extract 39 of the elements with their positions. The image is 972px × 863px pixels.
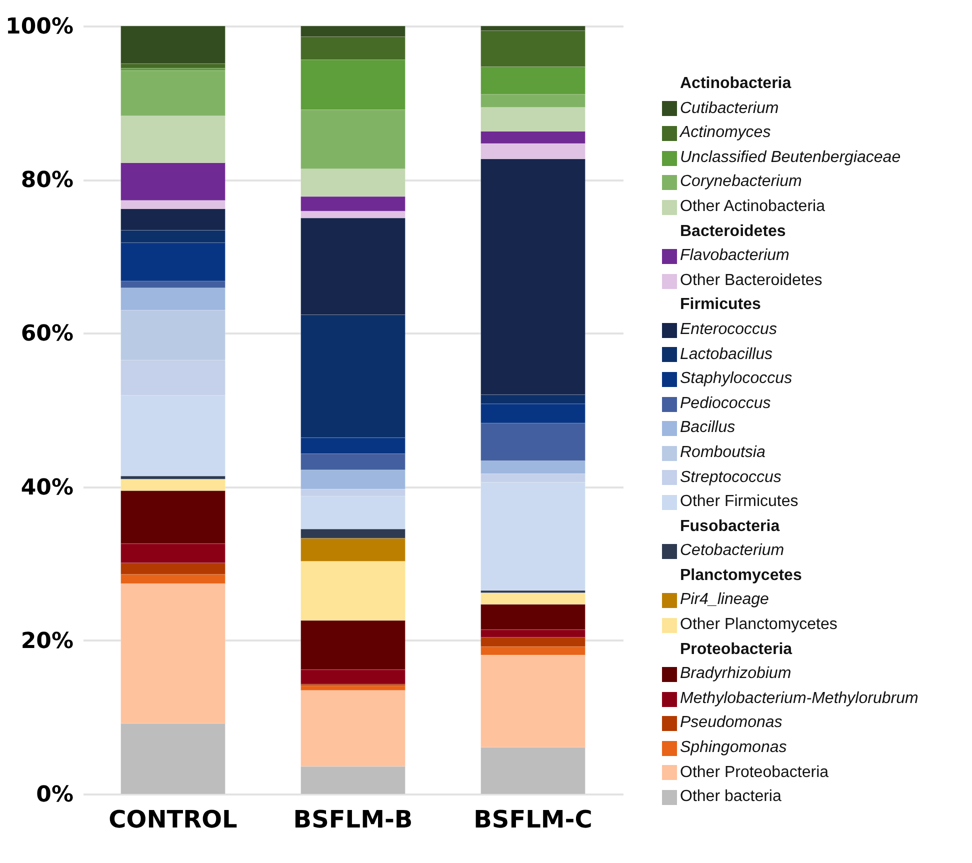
legend-label: Flavobacterium xyxy=(680,246,790,266)
y-tick-label: 60% xyxy=(20,322,74,347)
legend-label: Staphylococcus xyxy=(680,369,792,390)
legend-label: Pseudomonas xyxy=(680,713,782,734)
legend-label: Other Firmicutes xyxy=(680,492,798,512)
legend-label: Other Bacteroidetes xyxy=(680,270,822,291)
text: Actinobacteria xyxy=(679,74,792,94)
legend-label: Methylobacterium-Methylorubrum xyxy=(680,688,918,709)
text: Proteobacteria xyxy=(679,640,794,660)
legend-label: Actinomyces xyxy=(680,123,771,144)
x-tick-label: BSFLM-C xyxy=(474,806,592,834)
legend-label: Other bacteria xyxy=(680,787,782,808)
legend-label: Enterococcus xyxy=(680,320,777,340)
legend-label: Bradyrhizobium xyxy=(680,664,792,684)
x-tick-label: BSFLM-B xyxy=(293,806,413,834)
legend-label: Other Proteobacteria xyxy=(680,762,829,783)
legend-label: Unclassified Beutenbergiaceae xyxy=(680,148,901,168)
legend-label: Pir4_lineage xyxy=(680,590,769,610)
y-tick-label: 80% xyxy=(20,168,74,194)
text: Planctomycetes xyxy=(679,566,803,586)
text: Bacteroidetes xyxy=(679,222,787,242)
legend-label: Corynebacterium xyxy=(680,172,802,192)
y-tick-label: 20% xyxy=(20,628,74,654)
legend-label: Bacillus xyxy=(680,418,736,438)
text: Firmicutes xyxy=(679,295,762,316)
legend-label: Cutibacterium xyxy=(680,98,779,119)
text: Fusobacteria xyxy=(679,516,781,537)
legend-label: Lactobacillus xyxy=(680,344,772,365)
legend-label: Romboutsia xyxy=(680,442,766,463)
x-tick-label: CONTROL xyxy=(108,806,238,834)
y-tick-label: 40% xyxy=(20,475,74,500)
legend-label: Streptococcus xyxy=(680,468,782,488)
y-tick-label: 100% xyxy=(6,14,74,40)
legend-label: Other Planctomycetes xyxy=(680,615,838,636)
legend-label: Cetobacterium xyxy=(680,541,784,562)
legend-label: Pediococcus xyxy=(680,394,771,414)
legend-label: Other Actinobacteria xyxy=(680,196,825,217)
legend-label: Sphingomonas xyxy=(680,738,787,758)
y-tick-label: 0% xyxy=(36,782,74,808)
